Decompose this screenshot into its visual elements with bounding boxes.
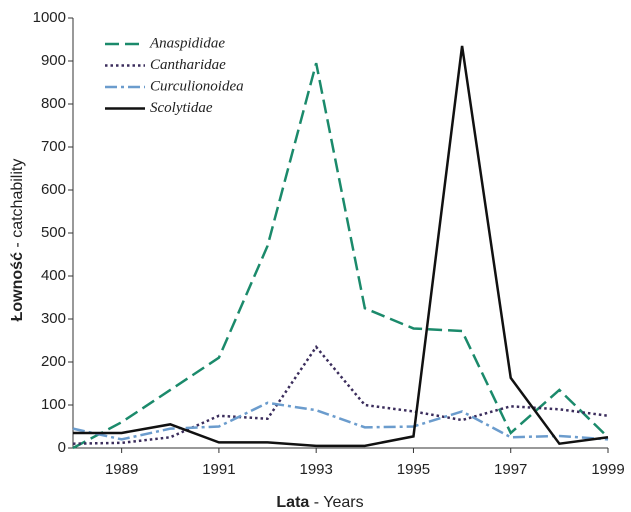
y-tick-label: 400 xyxy=(41,267,66,284)
x-tick-label: 1999 xyxy=(591,461,624,478)
y-tick-label: 200 xyxy=(41,353,66,370)
x-axis-title: Lata - Years xyxy=(276,494,363,511)
y-tick-label: 800 xyxy=(41,95,66,112)
y-tick-label: 700 xyxy=(41,138,66,155)
y-tick-label: 900 xyxy=(41,52,66,69)
y-tick-label: 100 xyxy=(41,396,66,413)
series-line xyxy=(72,62,609,450)
y-tick-label: 1000 xyxy=(33,9,66,26)
series-line xyxy=(72,401,609,441)
y-tick-label: 500 xyxy=(41,224,66,241)
legend-label: Curculionoidea xyxy=(150,78,244,94)
y-tick-label: 600 xyxy=(41,181,66,198)
x-tick-label: 1993 xyxy=(299,461,332,478)
y-axis-title: Łowność - catchability xyxy=(9,159,26,322)
x-title-bold: Lata xyxy=(276,494,309,511)
x-tick-label: 1995 xyxy=(397,461,430,478)
legend-label: Cantharidae xyxy=(150,57,226,73)
legend-label: Anaspididae xyxy=(149,35,225,51)
x-title-rest: - Years xyxy=(309,494,363,511)
legend-label: Scolytidae xyxy=(150,100,213,116)
series-line xyxy=(72,344,609,445)
y-tick-label: 300 xyxy=(41,310,66,327)
y-title-bold: Łowność xyxy=(9,252,26,321)
x-tick-label: 1989 xyxy=(105,461,138,478)
y-title-rest: - catchability xyxy=(9,159,26,252)
series-line xyxy=(73,45,609,448)
x-tick-label: 1997 xyxy=(494,461,527,478)
y-tick-label: 0 xyxy=(58,439,66,456)
x-tick-label: 1991 xyxy=(202,461,235,478)
